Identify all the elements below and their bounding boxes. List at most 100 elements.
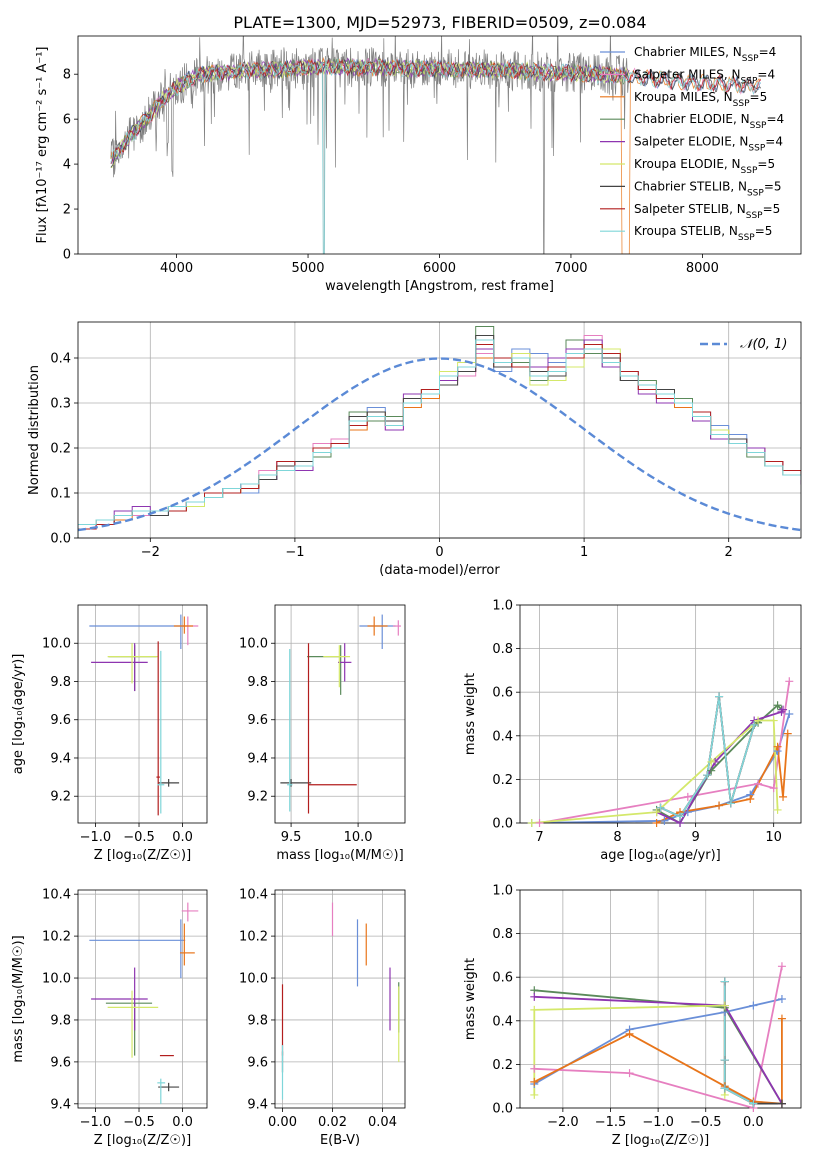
x-tick-label: 1 (580, 545, 588, 560)
y-tick-label: 10.0 (42, 972, 71, 987)
y-tick-label: 0.0 (50, 532, 71, 547)
weight-marker (625, 1069, 634, 1078)
weight-marker (754, 716, 763, 725)
y-tick-label: 9.4 (50, 1097, 71, 1112)
y-tick-label: 10.0 (42, 637, 71, 652)
weight-marker (707, 766, 716, 775)
weight-marker (785, 710, 794, 718)
x-axis-label: age [log₁₀(age/yr)] (600, 848, 721, 863)
y-tick-label: 0.0 (492, 1102, 513, 1117)
axes-frame (519, 604, 802, 824)
y-tick-label: 9.8 (50, 1013, 71, 1028)
age-weight-axes: 7 8 9 10 0.0 0.2 0.4 0.6 0.8 1.0 age [log₁₀(age/yr… (463, 599, 802, 863)
x-axis-label: wavelength [Angstrom, rest frame] (325, 279, 554, 294)
legend-subscript: SSP (738, 233, 755, 243)
y-tick-label: 0.0 (492, 817, 513, 832)
weight-line (533, 1018, 783, 1105)
weight-line (531, 719, 779, 823)
weight-marker (779, 792, 788, 801)
y-axis-label: mass [log₁₀(M/M☉)] (11, 935, 26, 1062)
axes-frame (274, 889, 406, 1109)
y-tick-label: 0.6 (492, 971, 513, 986)
weight-marker (720, 977, 729, 986)
y-tick-label: 0.4 (492, 729, 513, 744)
plot-area (78, 326, 801, 538)
weight-marker (720, 1001, 729, 1010)
weight-marker (530, 1005, 539, 1014)
legend-subscript: SSP (746, 211, 763, 221)
y-tick-label: 1.0 (492, 884, 513, 899)
x-tick-label: −1 (285, 545, 304, 560)
x-tick-label: 0.04 (368, 1115, 397, 1130)
axes-frame (77, 321, 802, 539)
plot-area (280, 614, 401, 814)
legend-nssp: =4 (757, 67, 775, 81)
axes-frame (274, 604, 406, 824)
legend-subscript: SSP (750, 121, 767, 131)
weight-line (539, 681, 791, 823)
y-tick-label: 9.8 (247, 1013, 268, 1028)
y-tick-label: 0.8 (492, 927, 513, 942)
x-tick-label: −2.0 (547, 1115, 579, 1130)
weight-marker (652, 808, 661, 817)
y-tick-label: 9.8 (50, 675, 71, 690)
weight-marker (777, 962, 786, 971)
weight-marker (785, 677, 794, 686)
legend-subscript: SSP (742, 54, 759, 64)
y-axis-label: mass weight (463, 958, 478, 1040)
weight-marker (773, 742, 782, 751)
weight-marker (720, 1056, 729, 1065)
x-tick-label: 0.02 (318, 1115, 347, 1130)
y-tick-label: 0.4 (492, 1014, 513, 1029)
hist-series (78, 344, 801, 538)
x-tick-label: 10.0 (344, 830, 373, 845)
x-tick-label: −0.5 (123, 830, 155, 845)
legend-subscript: SSP (733, 99, 750, 109)
y-tick-label: 10.0 (239, 637, 268, 652)
weight-marker (652, 819, 661, 827)
x-axis-label: E(B-V) (320, 1133, 360, 1148)
axes-frame (519, 889, 802, 1109)
y-tick-label: 0.1 (50, 487, 71, 502)
y-tick-label: 0.2 (50, 442, 71, 457)
hist-series (78, 335, 801, 538)
y-tick-label: 9.6 (50, 1055, 71, 1070)
hist-series (78, 344, 801, 538)
y-tick-label: 0.4 (50, 352, 71, 367)
y-tick-label: 9.8 (247, 675, 268, 690)
spectrum-axes: 4000 5000 6000 7000 8000 0 2 4 6 8 wavelength [Ang… (35, 35, 802, 294)
weight-marker (769, 784, 778, 793)
mass-Z-axes: −1.0 −0.5 0.0 9.4 9.6 9.8 10.0 10.2 10.4 Z [log₁₀… (11, 888, 208, 1148)
legend-label: Chabrier STELIB, NSSP=5 (634, 179, 782, 198)
y-tick-label: 1.0 (492, 599, 513, 614)
legend-label: Chabrier MILES, NSSP=4 (634, 45, 776, 64)
y-tick-label: 10.4 (239, 888, 268, 903)
legend-nssp: =5 (764, 179, 782, 193)
axes-frame (77, 604, 208, 824)
y-tick-label: 10.2 (239, 930, 268, 945)
weight-marker (746, 795, 755, 804)
hist-series (78, 335, 801, 538)
weight-marker (777, 1014, 786, 1023)
y-tick-label: 2 (63, 203, 71, 218)
x-tick-label: 5000 (291, 261, 324, 276)
weight-line (723, 981, 754, 1105)
weight-line (656, 733, 789, 823)
Z-weight-axes: −2.0 −1.5 −1.0 −0.5 0.0 0.0 0.2 0.4 0.6 0.8 1.0 Z [… (463, 884, 802, 1148)
weight-marker (530, 1090, 539, 1099)
x-axis-label: mass [log₁₀(M/M☉)] (276, 848, 403, 863)
legend-label: Kroupa ELODIE, NSSP=5 (634, 157, 775, 176)
model-spectrum (110, 58, 762, 165)
legend-nssp: =5 (757, 157, 775, 171)
hist-series (78, 344, 801, 538)
x-tick-label: 7 (535, 830, 543, 845)
legend-label: 𝒩(0, 1) (740, 337, 787, 352)
y-tick-label: 10.4 (42, 888, 71, 903)
x-axis-label: Z [log₁₀(Z/Z☉)] (94, 848, 191, 863)
x-tick-label: 2 (725, 545, 733, 560)
plot-area (89, 614, 199, 816)
weight-marker (750, 720, 759, 729)
weight-marker (773, 701, 782, 710)
weight-marker (779, 705, 788, 714)
weight-marker (773, 805, 782, 814)
